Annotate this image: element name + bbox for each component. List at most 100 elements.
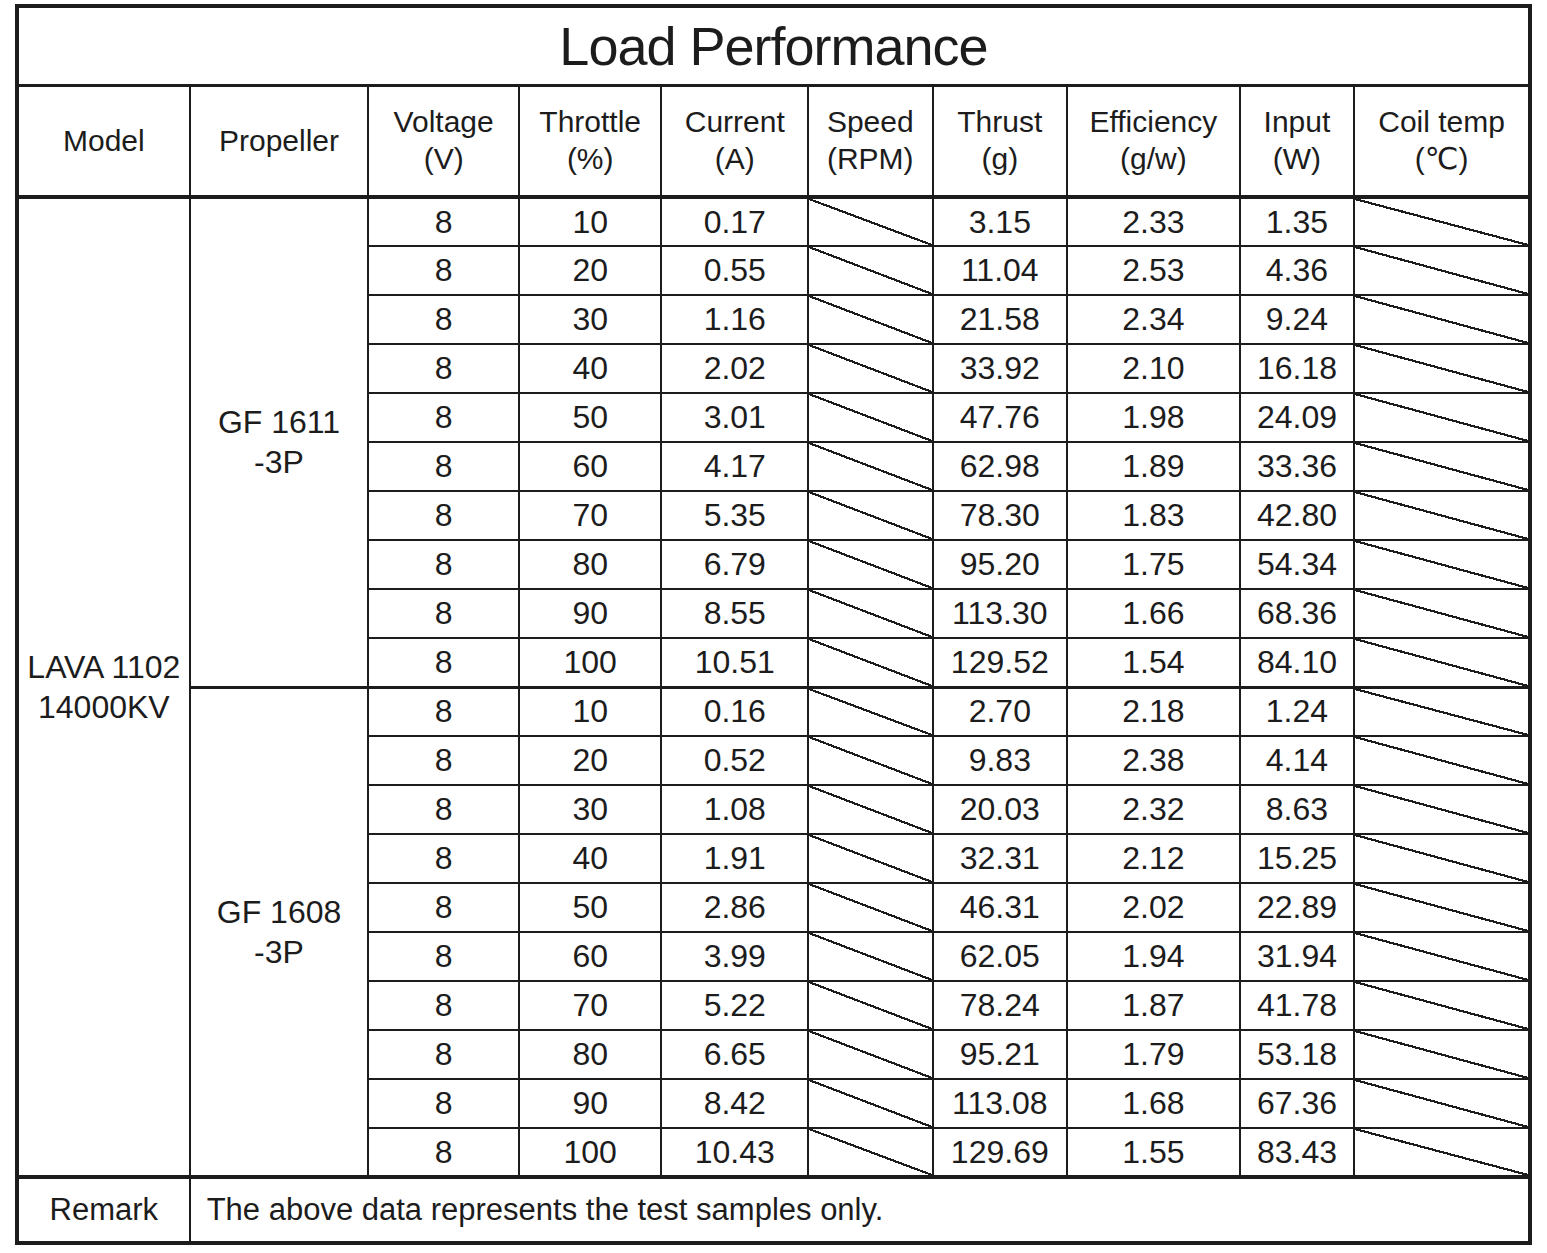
diagonal-slash-icon: [809, 394, 931, 441]
diagonal-slash-icon: [1355, 1080, 1528, 1127]
cell-throttle: 50: [519, 393, 662, 442]
cell-efficiency: 2.53: [1067, 246, 1240, 295]
cell-input: 31.94: [1240, 932, 1354, 981]
cell-coil-temp-no-data: [1354, 540, 1530, 589]
diagonal-slash-icon: [809, 199, 931, 245]
cell-speed-no-data: [808, 736, 932, 785]
cell-input: 67.36: [1240, 1079, 1354, 1128]
cell-coil-temp-no-data: [1354, 491, 1530, 540]
diagonal-slash-icon: [809, 982, 931, 1029]
cell-efficiency: 1.98: [1067, 393, 1240, 442]
cell-efficiency: 1.68: [1067, 1079, 1240, 1128]
title-row: Load Performance: [17, 6, 1530, 86]
cell-input: 15.25: [1240, 834, 1354, 883]
column-unit: (g/w): [1068, 141, 1239, 178]
cell-thrust: 20.03: [933, 785, 1068, 834]
cell-current: 1.91: [661, 834, 808, 883]
cell-thrust: 129.52: [933, 638, 1068, 687]
cell-current: 5.35: [661, 491, 808, 540]
cell-thrust: 46.31: [933, 883, 1068, 932]
cell-voltage: 8: [368, 981, 519, 1030]
diagonal-slash-icon: [809, 590, 931, 637]
cell-voltage: 8: [368, 442, 519, 491]
cell-speed-no-data: [808, 883, 932, 932]
table-row: LAVA 110214000KVGF 1611-3P8100.173.152.3…: [17, 197, 1530, 246]
cell-coil-temp-no-data: [1354, 785, 1530, 834]
cell-efficiency: 2.33: [1067, 197, 1240, 246]
table-row: GF 1608-3P8100.162.702.181.24: [17, 687, 1530, 736]
cell-throttle: 30: [519, 785, 662, 834]
column-header-model: Model: [17, 86, 190, 198]
cell-thrust: 113.30: [933, 589, 1068, 638]
cell-thrust: 95.20: [933, 540, 1068, 589]
cell-speed-no-data: [808, 540, 932, 589]
column-unit: (℃): [1355, 141, 1528, 178]
cell-thrust: 78.24: [933, 981, 1068, 1030]
cell-input: 16.18: [1240, 344, 1354, 393]
cell-coil-temp-no-data: [1354, 1079, 1530, 1128]
cell-input: 68.36: [1240, 589, 1354, 638]
diagonal-slash-icon: [809, 345, 931, 392]
cell-current: 1.16: [661, 295, 808, 344]
cell-voltage: 8: [368, 246, 519, 295]
cell-throttle: 90: [519, 589, 662, 638]
column-label: Current: [662, 104, 807, 141]
column-unit: (g): [934, 141, 1067, 178]
cell-efficiency: 1.75: [1067, 540, 1240, 589]
cell-voltage: 8: [368, 491, 519, 540]
cell-speed-no-data: [808, 393, 932, 442]
diagonal-slash-icon: [1355, 199, 1528, 245]
cell-current: 10.51: [661, 638, 808, 687]
cell-efficiency: 2.12: [1067, 834, 1240, 883]
cell-voltage: 8: [368, 736, 519, 785]
diagonal-slash-icon: [809, 296, 931, 343]
column-label: Efficiency: [1068, 104, 1239, 141]
cell-speed-no-data: [808, 981, 932, 1030]
cell-thrust: 78.30: [933, 491, 1068, 540]
cell-throttle: 30: [519, 295, 662, 344]
cell-efficiency: 1.94: [1067, 932, 1240, 981]
diagonal-slash-icon: [1355, 492, 1528, 539]
diagonal-slash-icon: [809, 247, 931, 294]
cell-input: 9.24: [1240, 295, 1354, 344]
column-label: Voltage: [369, 104, 518, 141]
cell-coil-temp-no-data: [1354, 295, 1530, 344]
cell-coil-temp-no-data: [1354, 1030, 1530, 1079]
diagonal-slash-icon: [809, 737, 931, 784]
data-body: LAVA 110214000KVGF 1611-3P8100.173.152.3…: [17, 197, 1530, 1177]
cell-thrust: 3.15: [933, 197, 1068, 246]
remark-label: Remark: [17, 1177, 190, 1243]
column-unit: (RPM): [809, 141, 931, 178]
cell-efficiency: 2.02: [1067, 883, 1240, 932]
diagonal-slash-icon: [1355, 1031, 1528, 1078]
column-label: Propeller: [191, 123, 368, 160]
diagonal-slash-icon: [1355, 982, 1528, 1029]
cell-thrust: 113.08: [933, 1079, 1068, 1128]
diagonal-slash-icon: [1355, 590, 1528, 637]
cell-speed-no-data: [808, 1030, 932, 1079]
column-header-efficiency: Efficiency (g/w): [1067, 86, 1240, 198]
cell-voltage: 8: [368, 1030, 519, 1079]
cell-thrust: 95.21: [933, 1030, 1068, 1079]
cell-efficiency: 2.34: [1067, 295, 1240, 344]
column-header-input: Input (W): [1240, 86, 1354, 198]
column-header-propeller: Propeller: [190, 86, 369, 198]
cell-voltage: 8: [368, 883, 519, 932]
cell-coil-temp-no-data: [1354, 393, 1530, 442]
cell-speed-no-data: [808, 932, 932, 981]
cell-coil-temp-no-data: [1354, 442, 1530, 491]
cell-voltage: 8: [368, 295, 519, 344]
diagonal-slash-icon: [809, 1129, 931, 1175]
cell-throttle: 20: [519, 736, 662, 785]
cell-efficiency: 1.55: [1067, 1128, 1240, 1177]
cell-current: 2.86: [661, 883, 808, 932]
cell-voltage: 8: [368, 540, 519, 589]
cell-current: 0.55: [661, 246, 808, 295]
diagonal-slash-icon: [1355, 786, 1528, 833]
cell-speed-no-data: [808, 638, 932, 687]
cell-current: 3.99: [661, 932, 808, 981]
header-row: Model Propeller Voltage (V) Throttle (%)…: [17, 86, 1530, 198]
cell-throttle: 40: [519, 834, 662, 883]
cell-efficiency: 1.66: [1067, 589, 1240, 638]
diagonal-slash-icon: [1355, 296, 1528, 343]
